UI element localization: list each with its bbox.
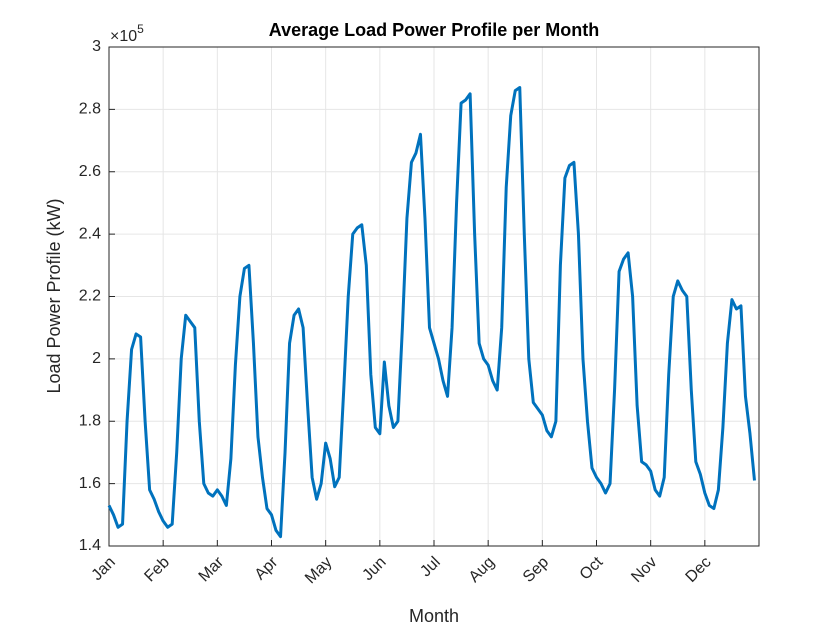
y-exponent-base: ×10 <box>110 28 137 45</box>
y-tick-label: 1.4 <box>79 537 101 554</box>
y-tick-label: 2 <box>92 350 101 367</box>
y-exponent: ×105 <box>110 22 144 45</box>
y-tick-label: 2.2 <box>79 288 101 305</box>
y-tick-label: 1.6 <box>79 475 101 492</box>
y-tick-label: 2.6 <box>79 163 101 180</box>
y-tick-label: 1.8 <box>79 412 101 429</box>
y-tick-label: 2.4 <box>79 225 101 242</box>
y-exponent-power: 5 <box>137 22 144 36</box>
y-axis-label: Load Power Profile (kW) <box>44 198 64 393</box>
x-axis-label: Month <box>409 606 459 626</box>
data-line <box>107 86 756 539</box>
chart-title: Average Load Power Profile per Month <box>269 20 599 40</box>
plot-frame <box>108 46 760 547</box>
y-tick-label: 2.8 <box>79 101 101 118</box>
y-tick-label: 3 <box>92 38 101 55</box>
